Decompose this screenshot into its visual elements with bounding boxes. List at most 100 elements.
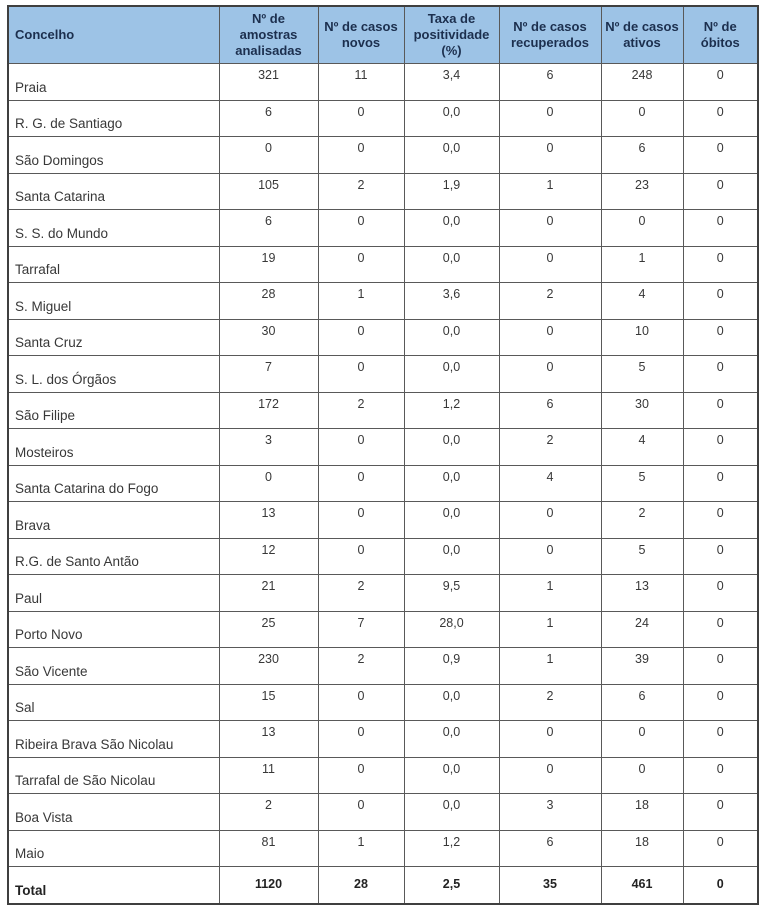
- cell-value: 2: [498, 282, 602, 320]
- cell-value: 1120: [218, 866, 319, 904]
- cell-value: 0: [682, 355, 759, 393]
- cell-value: 0: [498, 355, 602, 393]
- cell-value: 0: [498, 245, 602, 283]
- table-row: R. G. de Santiago 6 0 0,0 0 0 0: [7, 99, 759, 137]
- cell-concelho-name: Brava: [7, 501, 220, 539]
- cell-concelho-name: S. L. dos Órgãos: [7, 355, 220, 393]
- cell-value: 0: [682, 683, 759, 721]
- cell-value: 0: [498, 136, 602, 174]
- cell-concelho-name: Tarrafal de São Nicolau: [7, 756, 220, 794]
- cell-value: 2: [317, 172, 405, 210]
- cell-value: 0: [498, 537, 602, 575]
- cell-value: 3: [498, 793, 602, 831]
- cell-value: 30: [600, 391, 684, 429]
- cell-value: 0: [682, 647, 759, 685]
- cell-value: 81: [218, 829, 319, 867]
- cell-value: 6: [218, 99, 319, 137]
- cell-concelho-name: Santa Catarina do Fogo: [7, 464, 220, 502]
- cell-concelho-name: Maio: [7, 829, 220, 867]
- cell-value: 0,0: [403, 245, 500, 283]
- cell-value: 0,0: [403, 756, 500, 794]
- column-header-4: Nº de casos recuperados: [498, 5, 602, 64]
- cell-concelho-name: S. Miguel: [7, 282, 220, 320]
- cell-concelho-name: Mosteiros: [7, 428, 220, 466]
- cell-concelho-name: Boa Vista: [7, 793, 220, 831]
- cell-value: 13: [218, 501, 319, 539]
- cell-value: 10: [600, 318, 684, 356]
- table-row: Ribeira Brava São Nicolau 13 0 0,0 0 0 0: [7, 720, 759, 758]
- cell-value: 0: [682, 391, 759, 429]
- column-header-6: Nº de óbitos: [682, 5, 759, 64]
- table-row: São Filipe 172 2 1,2 6 30 0: [7, 391, 759, 429]
- cell-value: 1: [498, 172, 602, 210]
- cell-value: 21: [218, 574, 319, 612]
- cell-value: 0,0: [403, 355, 500, 393]
- column-header-2: Nº de casos novos: [317, 5, 405, 64]
- cell-value: 0: [317, 756, 405, 794]
- cell-value: 0,0: [403, 537, 500, 575]
- cell-value: 0: [317, 501, 405, 539]
- cell-value: 1,9: [403, 172, 500, 210]
- cell-value: 7: [218, 355, 319, 393]
- cell-value: 0: [317, 209, 405, 247]
- cell-concelho-name: Paul: [7, 574, 220, 612]
- cell-value: 321: [218, 63, 319, 101]
- cell-value: 0,0: [403, 428, 500, 466]
- cell-value: 0,0: [403, 720, 500, 758]
- cell-value: 0: [682, 574, 759, 612]
- cell-value: 0,0: [403, 136, 500, 174]
- cell-value: 2: [317, 574, 405, 612]
- cell-value: 0: [600, 99, 684, 137]
- cell-total-label: Total: [7, 866, 220, 904]
- cell-value: 0: [317, 793, 405, 831]
- cell-concelho-name: Sal: [7, 683, 220, 721]
- municipal-report-table-container: Concelho Nº de amostras analisadas Nº de c…: [7, 5, 759, 905]
- cell-value: 2: [498, 683, 602, 721]
- cell-value: 1,2: [403, 391, 500, 429]
- cell-value: 0: [317, 245, 405, 283]
- cell-value: 3: [218, 428, 319, 466]
- cell-value: 0: [682, 282, 759, 320]
- cell-value: 0: [600, 720, 684, 758]
- cell-concelho-name: R. G. de Santiago: [7, 99, 220, 137]
- cell-value: 0,0: [403, 501, 500, 539]
- cell-value: 0: [682, 829, 759, 867]
- cell-value: 0: [498, 99, 602, 137]
- cell-value: 11: [218, 756, 319, 794]
- table-row: São Domingos 0 0 0,0 0 6 0: [7, 136, 759, 174]
- cell-value: 172: [218, 391, 319, 429]
- cell-value: 4: [498, 464, 602, 502]
- cell-value: 28,0: [403, 610, 500, 648]
- cell-value: 25: [218, 610, 319, 648]
- cell-value: 0: [682, 245, 759, 283]
- cell-value: 0: [682, 464, 759, 502]
- cell-value: 0: [600, 756, 684, 794]
- cell-value: 13: [600, 574, 684, 612]
- cell-value: 35: [498, 866, 602, 904]
- table-row: Santa Cruz 30 0 0,0 0 10 0: [7, 318, 759, 356]
- cell-value: 2: [498, 428, 602, 466]
- cell-value: 3,6: [403, 282, 500, 320]
- table-row: Tarrafal de São Nicolau 11 0 0,0 0 0 0: [7, 756, 759, 794]
- cell-value: 0,0: [403, 209, 500, 247]
- cell-concelho-name: Porto Novo: [7, 610, 220, 648]
- cell-value: 0: [682, 318, 759, 356]
- table-row: Sal 15 0 0,0 2 6 0: [7, 683, 759, 721]
- cell-value: 1: [600, 245, 684, 283]
- cell-value: 3,4: [403, 63, 500, 101]
- cell-value: 39: [600, 647, 684, 685]
- cell-value: 0: [317, 99, 405, 137]
- cell-value: 230: [218, 647, 319, 685]
- cell-value: 0: [682, 172, 759, 210]
- table-row: Tarrafal 19 0 0,0 0 1 0: [7, 245, 759, 283]
- cell-value: 0: [498, 501, 602, 539]
- cell-value: 0: [498, 720, 602, 758]
- cell-value: 6: [600, 136, 684, 174]
- cell-value: 5: [600, 537, 684, 575]
- cell-value: 1: [317, 829, 405, 867]
- table-row: Santa Catarina 105 2 1,9 1 23 0: [7, 172, 759, 210]
- cell-value: 2,5: [403, 866, 500, 904]
- cell-value: 0,0: [403, 99, 500, 137]
- table-row: S. Miguel 28 1 3,6 2 4 0: [7, 282, 759, 320]
- cell-value: 11: [317, 63, 405, 101]
